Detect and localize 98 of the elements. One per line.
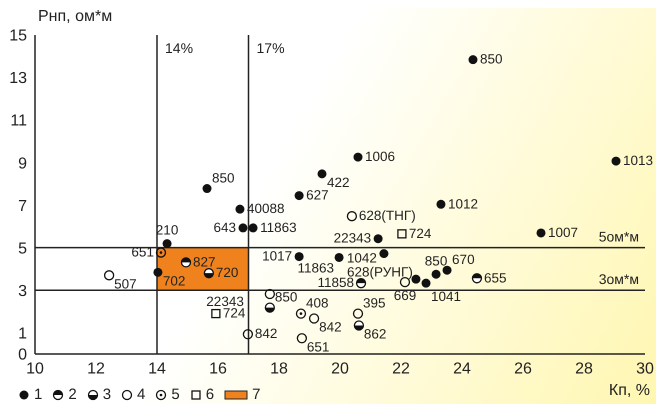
annotation: 422 xyxy=(327,174,350,190)
annotation: 842 xyxy=(319,319,342,334)
annotation: 210 xyxy=(156,222,178,238)
x-tick-label: 24 xyxy=(453,360,471,378)
x-tick-label: 30 xyxy=(636,360,654,378)
ref-line-label: 3ом*м xyxy=(598,271,639,288)
annotation: 1013 xyxy=(623,153,654,168)
annotation: 1012 xyxy=(448,196,478,212)
point xyxy=(242,329,254,340)
y-tick-label: 9 xyxy=(18,155,28,172)
point xyxy=(411,274,420,284)
y-tick-label: 11 xyxy=(10,112,28,130)
point xyxy=(422,278,431,288)
annotation: 724 xyxy=(408,226,432,241)
x-tick-label: 16 xyxy=(209,360,227,378)
point xyxy=(202,184,212,194)
annotation: 1042 xyxy=(346,250,377,266)
point xyxy=(318,169,327,178)
point xyxy=(374,234,383,244)
annotation: 850 xyxy=(424,253,448,268)
legend-label: 1 xyxy=(34,386,42,403)
point xyxy=(296,333,308,344)
point xyxy=(308,313,320,324)
y-axis-title: Рнп, ом*м xyxy=(38,8,112,26)
point xyxy=(211,308,221,318)
x-tick-label: 10 xyxy=(26,360,44,378)
legend-label: 4 xyxy=(137,386,146,403)
annotation: 1006 xyxy=(364,149,396,164)
annotation: 1041 xyxy=(431,289,462,304)
point xyxy=(334,252,344,262)
x-tick-label: 14 xyxy=(148,360,166,378)
x-tick-label: 20 xyxy=(331,360,349,378)
point xyxy=(235,204,244,214)
x-axis-title: Кп, % xyxy=(608,382,650,400)
annotation: 395 xyxy=(362,296,386,311)
x-tick-label: 12 xyxy=(87,360,105,378)
annotation: 850 xyxy=(212,170,235,186)
x-tick-label: 26 xyxy=(514,360,532,378)
ref-line-label: 5ом*м xyxy=(598,228,639,245)
annotation: 669 xyxy=(394,288,416,304)
point xyxy=(536,228,546,238)
y-tick-label: 7 xyxy=(18,198,28,215)
annotation: 670 xyxy=(452,252,475,268)
ref-line-label: 14% xyxy=(165,40,194,56)
point xyxy=(346,211,358,222)
y-tick-label: 3 xyxy=(18,282,28,300)
point xyxy=(153,268,162,277)
x-tick-label: 18 xyxy=(270,360,288,378)
x-tick-label: 28 xyxy=(575,360,593,378)
legend-label: 5 xyxy=(171,386,180,403)
point xyxy=(294,252,304,262)
annotation: 507 xyxy=(114,276,137,292)
y-tick-label: 15 xyxy=(9,28,28,45)
legend-label: 2 xyxy=(68,386,77,403)
point xyxy=(442,266,452,275)
point xyxy=(432,270,441,279)
point xyxy=(612,156,621,166)
y-tick-label: 1 xyxy=(18,325,28,342)
annotation: 1007 xyxy=(548,224,578,240)
point xyxy=(436,200,446,209)
annotation: 850 xyxy=(480,52,503,67)
annotation: 862 xyxy=(364,326,386,342)
x-tick-label: 22 xyxy=(392,360,410,378)
point xyxy=(294,191,304,200)
annotation: 850 xyxy=(274,290,298,305)
point xyxy=(162,239,172,248)
point xyxy=(248,223,258,232)
legend-label: 3 xyxy=(102,386,112,403)
ref-line-label: 17% xyxy=(256,40,285,56)
point xyxy=(352,308,364,319)
annotation: 702 xyxy=(162,273,186,288)
annotation: 11863 xyxy=(298,260,334,276)
legend-label: 6 xyxy=(206,386,214,403)
annotation: 627 xyxy=(306,188,329,203)
annotation: 651 xyxy=(306,339,330,354)
y-tick-label: 5 xyxy=(18,240,28,258)
y-tick-label: 13 xyxy=(9,70,28,88)
annotation: 408 xyxy=(306,296,328,311)
annotation: 22343 xyxy=(334,230,372,246)
annotation: 1017 xyxy=(262,248,292,264)
annotation: 827 xyxy=(192,254,216,270)
point xyxy=(379,249,388,258)
point xyxy=(397,229,407,238)
annotation: 842 xyxy=(254,326,278,342)
y-tick-label: 0 xyxy=(18,346,28,364)
annotation: 628(ТНГ) xyxy=(358,208,416,224)
point xyxy=(353,152,362,162)
point xyxy=(296,308,306,319)
point xyxy=(104,270,114,280)
point xyxy=(156,247,166,258)
annotation: 720 xyxy=(216,265,238,280)
annotation: 655 xyxy=(484,270,506,286)
annotation: 643 xyxy=(213,220,236,235)
legend-label: 7 xyxy=(252,386,260,403)
annotation: 11863 xyxy=(260,220,297,235)
point xyxy=(264,288,275,300)
point xyxy=(468,55,478,64)
point xyxy=(238,223,248,232)
